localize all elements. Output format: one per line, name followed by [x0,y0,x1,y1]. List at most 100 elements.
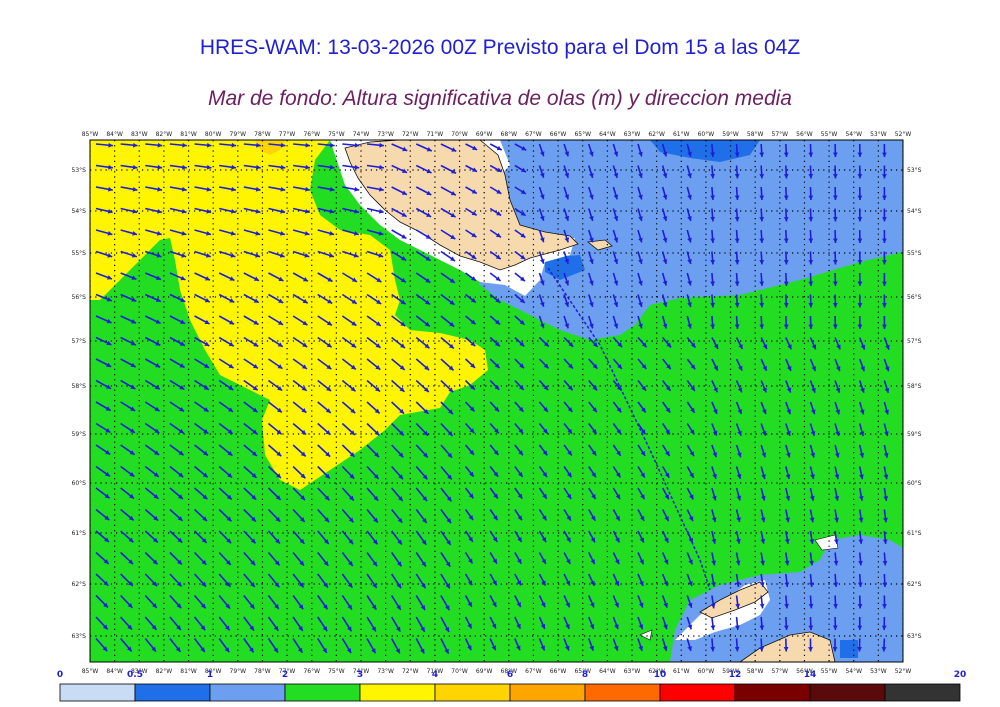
direction-arrow [734,143,740,158]
direction-arrow [637,358,647,370]
lon-label-top: 72°W [402,131,419,138]
direction-arrow [587,272,594,286]
direction-arrow [612,401,622,413]
colorbar-label: 2 [282,670,288,680]
lat-label-right: 59°S [907,431,922,438]
direction-arrow [465,229,477,238]
direction-arrow [612,251,619,265]
colorbar: 0 0.5 1 2 3 4 6 8 10 12 14 20 [57,670,966,702]
lon-label-top: 60°W [698,131,715,138]
lat-label-left: 58°S [72,383,87,390]
direction-arrow [243,551,256,566]
direction-arrow [637,336,648,348]
direction-arrow [587,165,594,179]
direction-arrow [514,552,523,565]
direction-arrow [563,165,570,179]
direction-arrow [464,552,474,564]
direction-arrow [440,487,453,502]
direction-arrow [292,272,309,282]
direction-arrow [686,315,692,329]
direction-arrow [194,358,210,369]
direction-arrow [194,444,209,457]
direction-arrow [734,315,740,330]
direction-arrow [292,358,308,370]
direction-arrow [662,336,672,348]
direction-arrow [267,638,279,654]
direction-arrow [834,487,840,501]
direction-arrow [489,336,501,347]
direction-arrow [661,616,668,630]
direction-arrow [440,401,454,415]
direction-arrow [612,165,619,179]
direction-arrow [514,509,523,521]
direction-arrow [415,552,427,567]
direction-arrow [194,508,208,522]
direction-arrow [292,595,304,610]
direction-arrow [760,380,767,393]
direction-arrow [808,315,814,330]
direction-arrow [882,573,888,588]
direction-arrow [538,444,548,456]
direction-arrow [759,595,765,609]
direction-arrow [317,358,332,370]
direction-arrow [661,423,671,435]
direction-arrow [832,315,838,330]
lon-label-top: 85°W [82,131,99,138]
direction-arrow [95,616,109,630]
direction-arrow [785,401,792,415]
lon-label-bottom: 77°W [279,668,296,675]
direction-arrow [563,358,574,370]
direction-arrow [661,380,672,392]
direction-arrow [784,573,790,588]
direction-arrow [538,509,548,521]
direction-arrow [538,595,546,608]
direction-arrow [193,594,207,609]
direction-arrow [514,143,527,151]
direction-arrow [465,207,478,216]
direction-arrow [809,466,815,480]
direction-arrow [218,638,230,653]
direction-arrow [366,186,384,192]
direction-arrow [120,229,138,236]
direction-arrow [95,315,112,324]
lon-label-top: 83°W [131,131,148,138]
direction-arrow [390,638,401,654]
direction-arrow [415,595,426,611]
direction-arrow [342,186,360,192]
direction-arrow [268,186,286,192]
direction-arrow [686,616,693,630]
lon-label-bottom: 60°W [698,668,715,675]
direction-arrow [267,379,283,392]
direction-arrow [759,251,765,265]
direction-arrow [612,294,619,308]
direction-arrow [883,509,888,523]
direction-arrow [440,143,457,153]
lon-label-top: 80°W [205,131,222,138]
direction-arrow [710,208,716,222]
direction-arrow [514,444,524,456]
direction-arrow [489,164,502,173]
direction-arrow [144,551,159,565]
direction-arrow [785,509,790,523]
direction-arrow [883,487,889,501]
direction-arrow [612,487,621,500]
colorbar-segment [209,683,286,702]
colorbar-label: 8 [582,670,588,680]
direction-arrow [759,616,765,631]
direction-arrow [415,401,430,415]
direction-arrow [514,487,523,500]
direction-arrow [366,638,377,654]
direction-arrow [415,638,425,654]
direction-arrow [538,466,548,478]
direction-arrow [193,616,206,631]
direction-arrow [169,142,187,148]
land-south-shetland [699,581,769,619]
lon-label-top: 57°W [772,131,789,138]
colorbar-label: 0 [57,670,63,680]
direction-arrow [563,638,570,651]
direction-arrow [267,401,283,414]
direction-arrow [415,229,432,240]
direction-arrow [267,422,283,435]
direction-arrow [464,379,476,391]
direction-arrow [808,186,814,201]
